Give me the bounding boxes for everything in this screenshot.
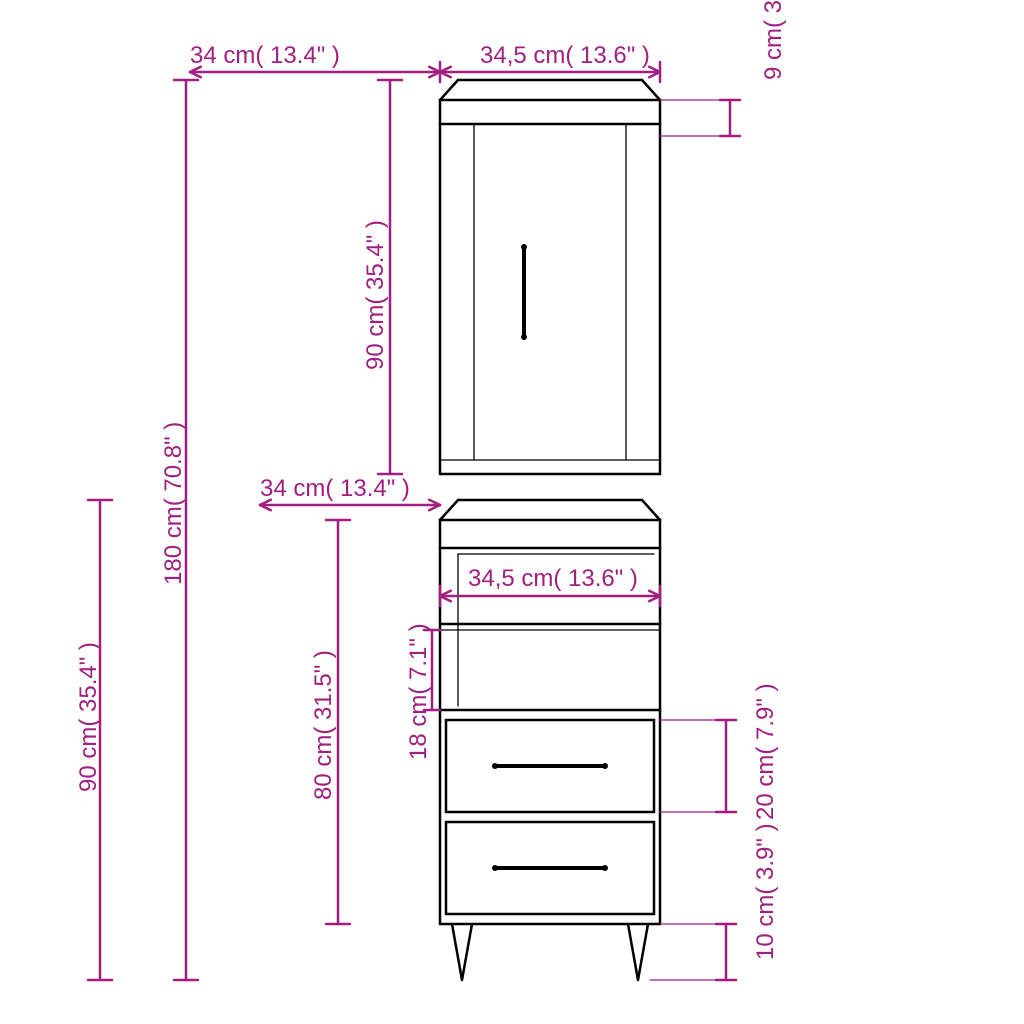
dim-depth-mid: 34 cm( 13.4" ) (260, 475, 410, 503)
dim-leg-h: 10 cm( 3.9" ) (752, 823, 780, 960)
dim-shelf-h: 18 cm( 7.1" ) (405, 623, 433, 760)
dim-niche-h: 9 cm( 3.5" ) (760, 0, 788, 80)
dim-lower-h: 90 cm( 35.4" ) (75, 642, 103, 792)
dim-width-top: 34,5 cm( 13.6" ) (480, 42, 650, 70)
dim-total-h: 180 cm( 70.8" ) (160, 422, 188, 585)
dim-upper-h: 90 cm( 35.4" ) (362, 220, 390, 370)
dim-depth-top: 34 cm( 13.4" ) (190, 42, 340, 70)
dim-width-mid: 34,5 cm( 13.6" ) (468, 565, 638, 593)
dim-drawer1-h: 20 cm( 7.9" ) (752, 683, 780, 820)
dim-body-h: 80 cm( 31.5" ) (310, 650, 338, 800)
